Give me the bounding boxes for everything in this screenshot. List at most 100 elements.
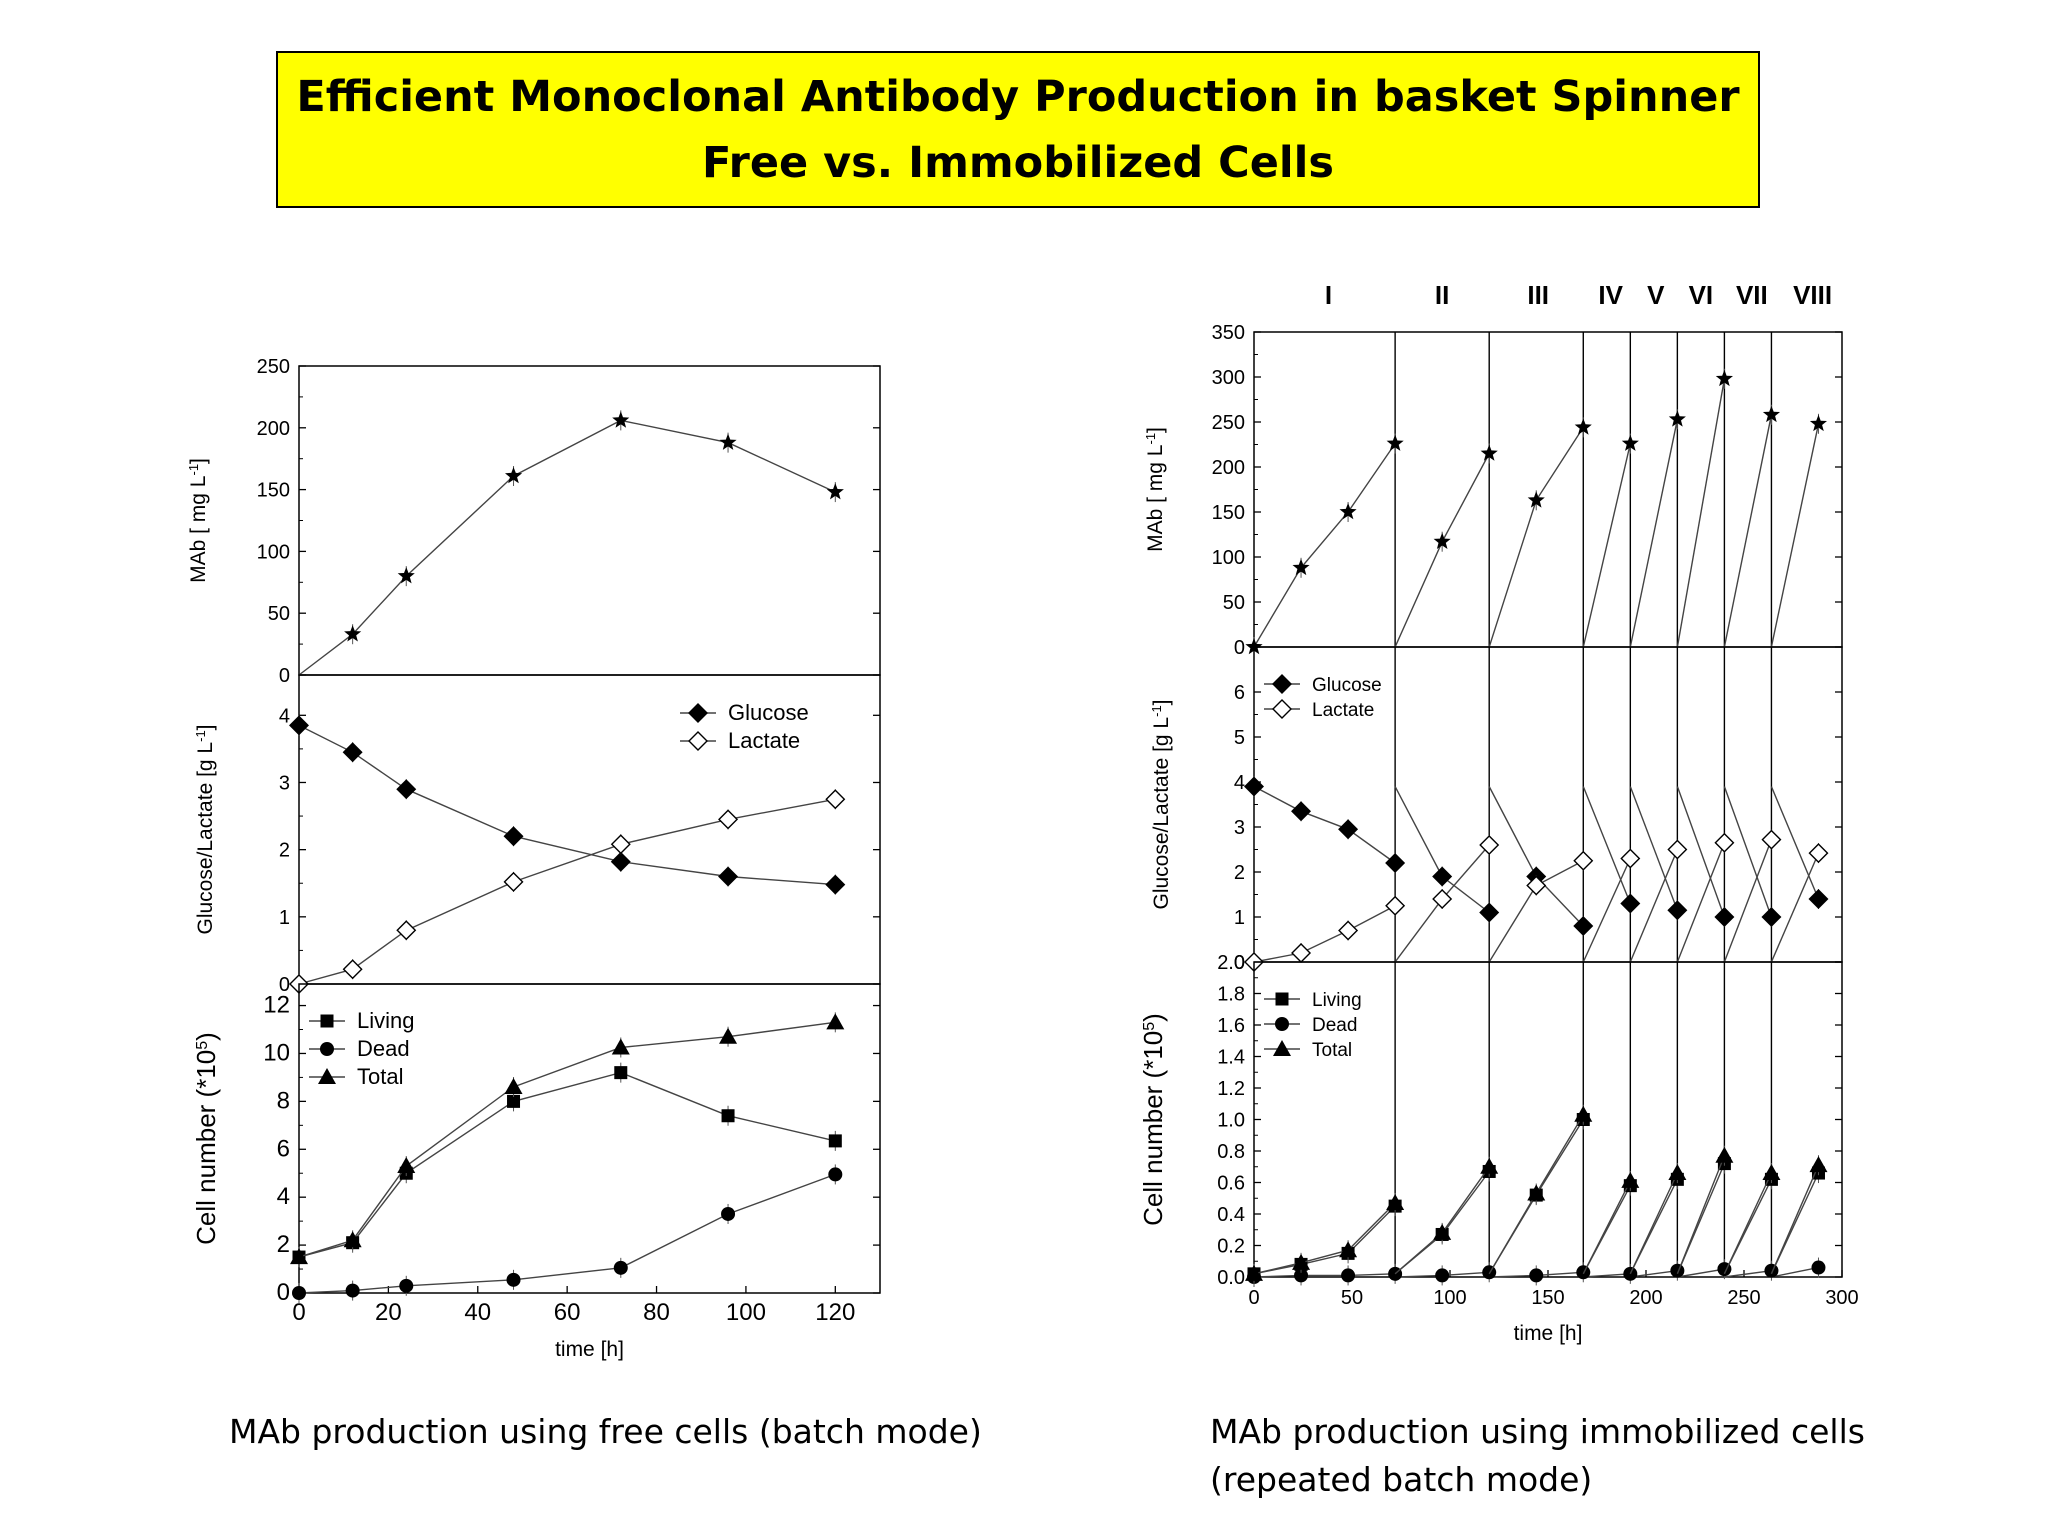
chart-right-mab-ytick-label: 0	[1234, 637, 1245, 659]
chart-right-mab-phase-label: V	[1647, 280, 1665, 310]
chart-right-cells-ytick-label: 1.8	[1217, 984, 1245, 1006]
chart-left-gl-series-lactate-point	[718, 809, 739, 830]
chart-right-mab-series-0-point	[1809, 414, 1827, 432]
chart-right-cells-series-total-point	[1292, 1253, 1311, 1270]
chart-left-gl-series-glucose	[289, 715, 846, 895]
chart-right-gl-legend: Glucose Lactate	[1264, 674, 1382, 721]
chart-right-gl-series-lactate-line	[1723, 839, 1773, 963]
chart-right-cells-xtick-label: 150	[1531, 1287, 1564, 1309]
chart-right-mab-series-0-point	[1433, 532, 1451, 549]
chart-left-cells-series-dead-point	[721, 1206, 736, 1221]
chart-right-gl-series-lactate-line	[1253, 905, 1396, 963]
chart-left-cells-series-total-point	[719, 1027, 738, 1044]
chart-left-cells-xtick-label: 40	[464, 1299, 491, 1326]
chart-right-cells-series-total-point	[1339, 1241, 1358, 1258]
chart-left-cells-series-dead	[292, 1164, 843, 1303]
chart-right-gl-legend-marker	[1272, 674, 1292, 694]
chart-left-cells-xlabel: time [h]	[555, 1338, 624, 1361]
chart-left-cells-ytick-label: 0	[277, 1279, 290, 1306]
chart-right-mab-series-0-point	[1621, 434, 1639, 451]
chart-right-gl-series-lactate-point	[1761, 829, 1782, 850]
chart-right-cells-xtick-label: 200	[1629, 1287, 1662, 1309]
chart-right-cells-series-total-point	[1668, 1164, 1687, 1181]
chart-left-cells-series-dead-point	[506, 1272, 521, 1287]
chart-left-gl-series-glucose-point	[610, 851, 631, 872]
chart-right-gl-series-lactate-line	[1629, 849, 1679, 963]
chart-right-cells-series-dead-point	[1576, 1265, 1591, 1280]
chart-left-gl-ylabel: Glucose/Lactate [g L-1]	[193, 724, 218, 934]
chart-left-gl-ytick-label: 3	[279, 772, 290, 794]
chart-right-gl-ytick-label: 5	[1234, 727, 1245, 749]
chart-left-gl-series-glucose-point	[289, 715, 309, 736]
chart-right-cells: 0.00.20.40.60.81.01.21.41.61.82.00 50 100 1…	[1138, 952, 1859, 1345]
chart-right-gl: 0 1 2 3 4 5 6 Glucose/Lactate [g L-1] Glucose Lac…	[1149, 646, 1843, 974]
chart-left-cells-ytick-label: 2	[277, 1231, 290, 1258]
chart-right-cells-xtick-label: 50	[1341, 1287, 1363, 1309]
chart-right-cells-ytick-label: 1.6	[1217, 1015, 1245, 1037]
chart-right-cells-series-total	[1245, 1104, 1828, 1284]
chart-right-gl-series-lactate-line	[1582, 858, 1631, 963]
chart-right-gl-series-lactate-point	[1479, 835, 1500, 855]
chart-left-cells-series-living-point	[507, 1094, 521, 1108]
chart-right-cells-series-dead-line	[1253, 1273, 1396, 1278]
chart-right-cells-series-total-line	[1723, 1172, 1773, 1275]
chart-right-mab-ytick-label: 150	[1212, 502, 1245, 524]
chart-right-cells-legend-marker	[1275, 992, 1289, 1006]
chart-left-gl-series-lactate-point	[503, 871, 524, 892]
chart-right-mab-phase-label: IV	[1598, 280, 1623, 310]
chart-left-mab-ytick-label: 100	[257, 541, 290, 563]
chart-right-mab-series-0-point	[1762, 405, 1780, 423]
chart-left-cells-xtick-label: 0	[292, 1299, 305, 1326]
chart-left-gl-series-lactate-line	[298, 798, 836, 985]
chart-right-cells-series-living-line	[1253, 1205, 1396, 1275]
chart-right-gl-ytick-label: 0	[1234, 952, 1245, 974]
chart-right-mab-series-0-line	[1723, 414, 1773, 648]
chart-left-mab-ytick-label: 250	[257, 356, 290, 378]
chart-left-gl-series-glucose-point	[503, 826, 524, 847]
chart-right-mab-series-0-line	[1582, 443, 1631, 648]
chart-right-cells-legend: Living Dead Total	[1264, 990, 1362, 1061]
chart-right-gl-series-lactate-point	[1667, 839, 1688, 860]
chart-left-cells-series-total-point	[611, 1038, 630, 1055]
chart-right-cells-series-total-point	[1809, 1156, 1828, 1173]
chart-left-cells-series-total-point	[397, 1157, 416, 1174]
chart-right-cells-series-total-point	[1527, 1184, 1546, 1201]
chart-right-gl-ytick-label: 3	[1234, 817, 1245, 839]
chart-right-mab-ytick-label: 350	[1212, 322, 1245, 344]
chart-right-mab-series-0-line	[1253, 443, 1396, 648]
chart-left-mab-frame	[298, 365, 881, 676]
chart-left-mab-series-0-line	[298, 419, 836, 676]
chart-right-gl-legend-glucose: Glucose	[1312, 675, 1382, 696]
chart-right-cells-series-dead-point	[1529, 1268, 1544, 1283]
chart-left-cells-series-living-point	[828, 1134, 842, 1148]
chart-left-cells-series-total-point	[826, 1013, 845, 1030]
chart-right-cells-series-dead-point	[1341, 1268, 1356, 1283]
chart-right-gl-series-lactate-point	[1714, 832, 1735, 853]
chart-right-gl-legend-marker	[1272, 699, 1292, 719]
chart-right-gl-series-glucose-line	[1676, 786, 1726, 918]
caption-left: MAb production using free cells (batch m…	[229, 1412, 982, 1451]
chart-right-gl-series-glucose-point	[1385, 853, 1406, 873]
chart-right-cells-series-total-point	[1386, 1193, 1405, 1210]
chart-right-mab-series-0-point	[1386, 434, 1404, 451]
chart-right-gl-series-lactate-point	[1573, 850, 1594, 871]
chart-right-cells-series-total-line	[1394, 1166, 1490, 1275]
chart-left-gl-ytick-label: 0	[279, 974, 290, 996]
chart-left-cells-series-living-line	[298, 1071, 836, 1258]
chart-right-gl-legend-lactate: Lactate	[1312, 700, 1374, 721]
chart-right-cells-xtick-label: 100	[1433, 1287, 1466, 1309]
chart-left-cells-legend-marker	[320, 1014, 334, 1028]
chart-right-gl-ytick-label: 2	[1234, 862, 1245, 884]
chart-left-cells-series-total-point	[343, 1231, 362, 1248]
chart-right-gl-series-glucose-line	[1253, 785, 1396, 864]
chart-right-mab-frame	[1253, 331, 1843, 648]
chart-right-mab-ytick-label: 100	[1212, 547, 1245, 569]
chart-right-gl-series-lactate-point	[1620, 848, 1641, 869]
chart-right-mab-phase-label: II	[1435, 280, 1449, 310]
chart-right-cells-series-total-point	[1433, 1223, 1452, 1240]
chart-right-gl-series-lactate-point	[1526, 875, 1547, 896]
chart-right-cells-xlabel: time [h]	[1514, 1322, 1583, 1345]
chart-left-cells-series-living-point	[614, 1066, 628, 1080]
chart-right-cells-legend-dead: Dead	[1312, 1015, 1357, 1036]
